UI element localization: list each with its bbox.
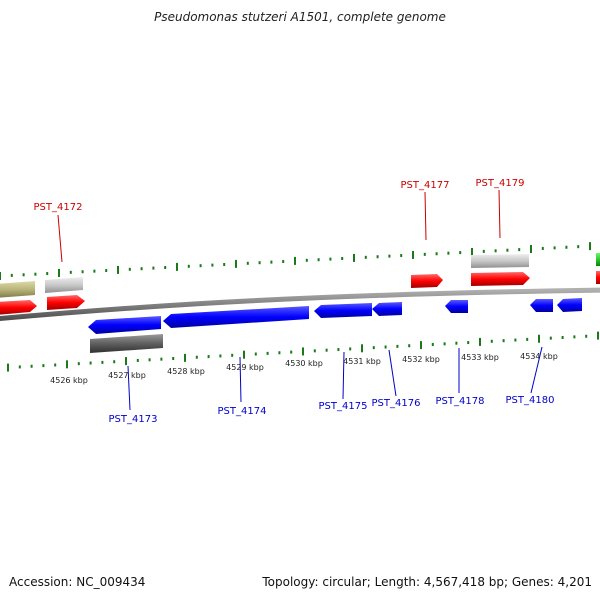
- gene-arrow-red-edge: [596, 271, 600, 284]
- gene-label-PST_4173[interactable]: PST_4173: [109, 414, 158, 425]
- feature-green-edge: [596, 253, 600, 266]
- leader-line-PST_4177: [424, 191, 427, 241]
- gene-arrow-PST_4172[interactable]: [47, 295, 85, 310]
- gene-label-PST_4175[interactable]: PST_4175: [319, 401, 368, 412]
- outer-tick-track: [0, 242, 591, 280]
- tick-label-4527: 4527 kbp: [108, 371, 146, 380]
- tick-label-4534: 4534 kbp: [520, 352, 558, 361]
- tick-label-4530: 4530 kbp: [285, 359, 323, 368]
- tick-label-4526: 4526 kbp: [50, 376, 88, 385]
- gene-arrow-blue-edge: [557, 298, 582, 312]
- gene-arrow-PST_4173[interactable]: [88, 316, 161, 334]
- accession-text: Accession: NC_009434: [9, 575, 146, 589]
- gene-label-PST_4178[interactable]: PST_4178: [436, 396, 485, 407]
- gene-arrow-PST_4179[interactable]: [471, 272, 530, 286]
- gene-label-PST_4177[interactable]: PST_4177: [401, 180, 450, 191]
- gene-arrow-PST_4180[interactable]: [530, 299, 553, 312]
- gene-label-PST_4174[interactable]: PST_4174: [218, 406, 267, 417]
- leader-line-PST_4173: [127, 365, 131, 411]
- tick-label-4533: 4533 kbp: [461, 353, 499, 362]
- tick-label-4531: 4531 kbp: [343, 357, 381, 366]
- leader-line-PST_4180: [530, 346, 543, 394]
- gene-label-PST_4179[interactable]: PST_4179: [476, 178, 525, 189]
- gene-arrow-PST_4175[interactable]: [314, 303, 372, 318]
- leader-line-PST_4176: [388, 349, 397, 397]
- leader-line-PST_4175: [342, 351, 345, 400]
- leader-line-PST_4174: [239, 356, 242, 403]
- backbone-track: [0, 287, 600, 322]
- gene-arrow-PST_4176[interactable]: [372, 302, 402, 316]
- map-title: Pseudomonas stutzeri A1501, complete gen…: [154, 10, 446, 24]
- leader-line-PST_4179: [498, 189, 501, 239]
- leader-line-PST_4172: [57, 214, 63, 263]
- gene-label-PST_4180[interactable]: PST_4180: [506, 395, 555, 406]
- gene-arrow-red: [0, 300, 37, 315]
- tick-label-4528: 4528 kbp: [167, 367, 205, 376]
- gene-label-PST_4172[interactable]: PST_4172: [34, 202, 83, 213]
- gene-label-PST_4176[interactable]: PST_4176: [372, 398, 421, 409]
- genome-summary-text: Topology: circular; Length: 4,567,418 bp…: [262, 575, 592, 589]
- feature-dark-gray-pst4173: [90, 334, 163, 353]
- tick-label-4529: 4529 kbp: [226, 363, 264, 372]
- feature-gray-top-left: [45, 277, 83, 293]
- feature-gray-pst4179: [471, 254, 529, 268]
- gene-arrow-PST_4174[interactable]: [163, 306, 309, 328]
- gene-arrow-PST_4178[interactable]: [445, 300, 468, 313]
- feature-olive: [0, 281, 35, 298]
- gene-arrow-PST_4177[interactable]: [411, 274, 443, 288]
- tick-label-4532: 4532 kbp: [402, 355, 440, 364]
- inner-tick-track: [7, 331, 599, 372]
